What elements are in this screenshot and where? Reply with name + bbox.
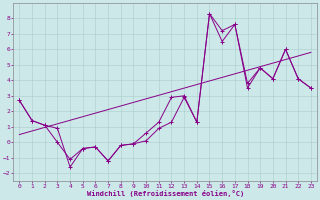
X-axis label: Windchill (Refroidissement éolien,°C): Windchill (Refroidissement éolien,°C)	[86, 190, 244, 197]
